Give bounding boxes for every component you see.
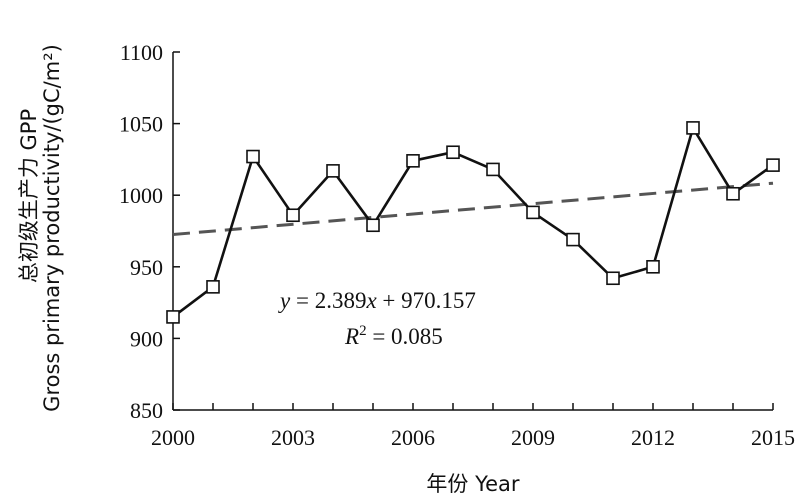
- data-point: [726, 186, 740, 201]
- y-tick-label: 1100: [120, 40, 163, 65]
- equation-y: y: [278, 288, 291, 313]
- data-point: [206, 280, 220, 294]
- data-point: [566, 232, 580, 247]
- equation-x: x: [365, 288, 377, 313]
- data-point: [246, 149, 260, 164]
- data-point: [766, 158, 780, 172]
- data-point: [366, 218, 380, 233]
- trend-group: [172, 181, 774, 237]
- x-tick-label: 2015: [751, 425, 795, 450]
- y-tick-label: 1050: [119, 112, 163, 137]
- series-group: [172, 126, 774, 318]
- y-tick-label: 900: [130, 326, 163, 351]
- x-ticks: 2000 2003 2006 2009 2012 2015: [151, 403, 795, 450]
- x-axis-title: 年份 Year: [426, 472, 520, 496]
- points-group: [166, 121, 780, 324]
- x-tick-label: 2012: [631, 425, 675, 450]
- data-point: [406, 154, 420, 168]
- x-tick-label: 2009: [511, 425, 555, 450]
- y-ticks: 850 900 950 1000 1050 1100: [119, 40, 180, 423]
- data-point: [526, 205, 540, 220]
- data-point: [646, 259, 660, 274]
- data-point: [486, 162, 500, 177]
- data-point: [686, 121, 700, 135]
- x-tick-label: 2006: [391, 425, 435, 450]
- trend-line: [172, 181, 774, 237]
- r2-sup: 2: [359, 323, 367, 339]
- axes: [172, 52, 773, 411]
- trend-equation: y = 2.389x + 970.157: [278, 288, 476, 313]
- r2-value: = 0.085: [367, 324, 443, 349]
- r2-r: R: [344, 324, 359, 349]
- data-point: [326, 164, 340, 178]
- series-line: [172, 126, 774, 318]
- y-axis-title-en: Gross primary productivity/(gC/m²): [40, 44, 64, 412]
- data-point: [166, 310, 180, 324]
- y-tick-label: 1000: [119, 183, 163, 208]
- y-tick-label: 850: [130, 398, 163, 423]
- y-axis-title-cn: 总初级生产力 GPP: [17, 109, 41, 283]
- equation-slope: = 2.389: [290, 288, 366, 313]
- y-tick-label: 950: [130, 255, 163, 280]
- data-point: [286, 208, 300, 223]
- r-squared: R2 = 0.085: [344, 323, 443, 349]
- data-point: [606, 271, 620, 286]
- data-point: [446, 145, 460, 160]
- x-tick-label: 2003: [271, 425, 315, 450]
- x-tick-label: 2000: [151, 425, 195, 450]
- equation-intercept: + 970.157: [377, 288, 476, 313]
